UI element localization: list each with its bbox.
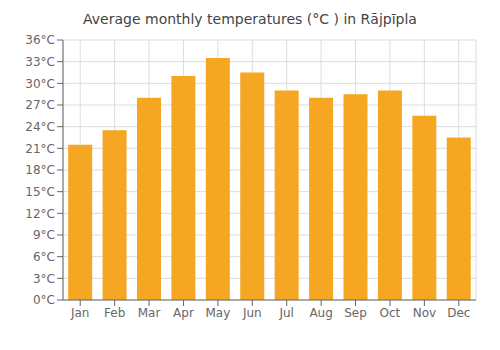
svg-text:0°C: 0°C (33, 293, 55, 307)
svg-text:21°C: 21°C (25, 142, 55, 156)
svg-text:3°C: 3°C (33, 272, 55, 286)
svg-text:Nov: Nov (413, 306, 436, 320)
svg-text:33°C: 33°C (25, 55, 55, 69)
svg-text:Aug: Aug (309, 306, 332, 320)
svg-text:Mar: Mar (138, 306, 161, 320)
svg-text:36°C: 36°C (25, 33, 55, 47)
svg-text:18°C: 18°C (25, 163, 55, 177)
svg-text:9°C: 9°C (33, 228, 55, 242)
svg-text:15°C: 15°C (25, 185, 55, 199)
html-text:Average monthly temperatures (: Average monthly temperatures (°C ) in Rā… (83, 11, 417, 27)
svg-text:30°C: 30°C (25, 77, 55, 91)
svg-text:Feb: Feb (104, 306, 125, 320)
svg-text:Apr: Apr (173, 306, 194, 320)
svg-text:May: May (205, 306, 230, 320)
svg-text:Sep: Sep (344, 306, 367, 320)
svg-text:6°C: 6°C (33, 250, 55, 264)
svg-text:Jun: Jun (242, 306, 262, 320)
svg-text:12°C: 12°C (25, 207, 55, 221)
svg-text:Dec: Dec (447, 306, 470, 320)
svg-text:Jul: Jul (278, 306, 293, 320)
svg-text:Oct: Oct (380, 306, 401, 320)
svg-text:27°C: 27°C (25, 98, 55, 112)
svg-text:Jan: Jan (70, 306, 90, 320)
svg-text:24°C: 24°C (25, 120, 55, 134)
